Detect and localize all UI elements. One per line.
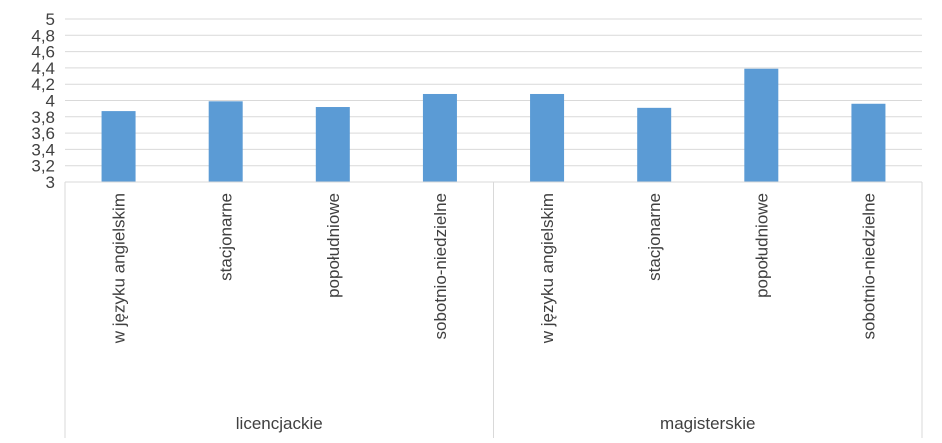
bars xyxy=(101,68,886,182)
bar xyxy=(637,107,672,182)
category-label: w języku angielskim xyxy=(110,193,129,344)
category-label: stacjonarne xyxy=(645,193,664,281)
bar xyxy=(422,93,457,182)
y-tick-label: 3,8 xyxy=(31,108,55,127)
bar xyxy=(530,93,565,182)
category-label: w języku angielskim xyxy=(538,193,557,344)
category-label: sobotnio-niedzielne xyxy=(431,193,450,340)
y-tick-label: 5 xyxy=(46,10,55,29)
y-tick-label: 3,2 xyxy=(31,157,55,176)
category-label: popołudniowe xyxy=(752,193,771,298)
y-tick-label: 4,6 xyxy=(31,43,55,62)
category-label: stacjonarne xyxy=(217,193,236,281)
y-tick-label: 3,4 xyxy=(31,140,55,159)
category-label: popołudniowe xyxy=(324,193,343,298)
bar xyxy=(851,103,886,182)
category-labels: w języku angielskim stacjonarne popołudnio… xyxy=(110,193,879,344)
y-tick-label: 3 xyxy=(46,173,55,192)
gridlines xyxy=(65,18,922,183)
y-tick-label: 4,8 xyxy=(31,26,55,45)
y-tick-label: 4,4 xyxy=(31,59,55,78)
bar xyxy=(101,111,136,182)
category-axis xyxy=(64,181,923,438)
y-tick-label: 4 xyxy=(46,92,55,111)
bar xyxy=(315,107,350,182)
y-tick-label: 4,2 xyxy=(31,75,55,94)
bar xyxy=(208,101,243,182)
y-axis-ticks: 33,23,43,63,844,24,44,64,85 xyxy=(31,10,55,192)
group-label: magisterskie xyxy=(660,414,755,433)
group-label: licencjackie xyxy=(236,414,323,433)
y-tick-label: 3,6 xyxy=(31,124,55,143)
group-labels: licencjackie magisterskie xyxy=(236,414,756,433)
category-label: sobotnio-niedzielne xyxy=(859,193,878,340)
bar xyxy=(744,68,779,182)
